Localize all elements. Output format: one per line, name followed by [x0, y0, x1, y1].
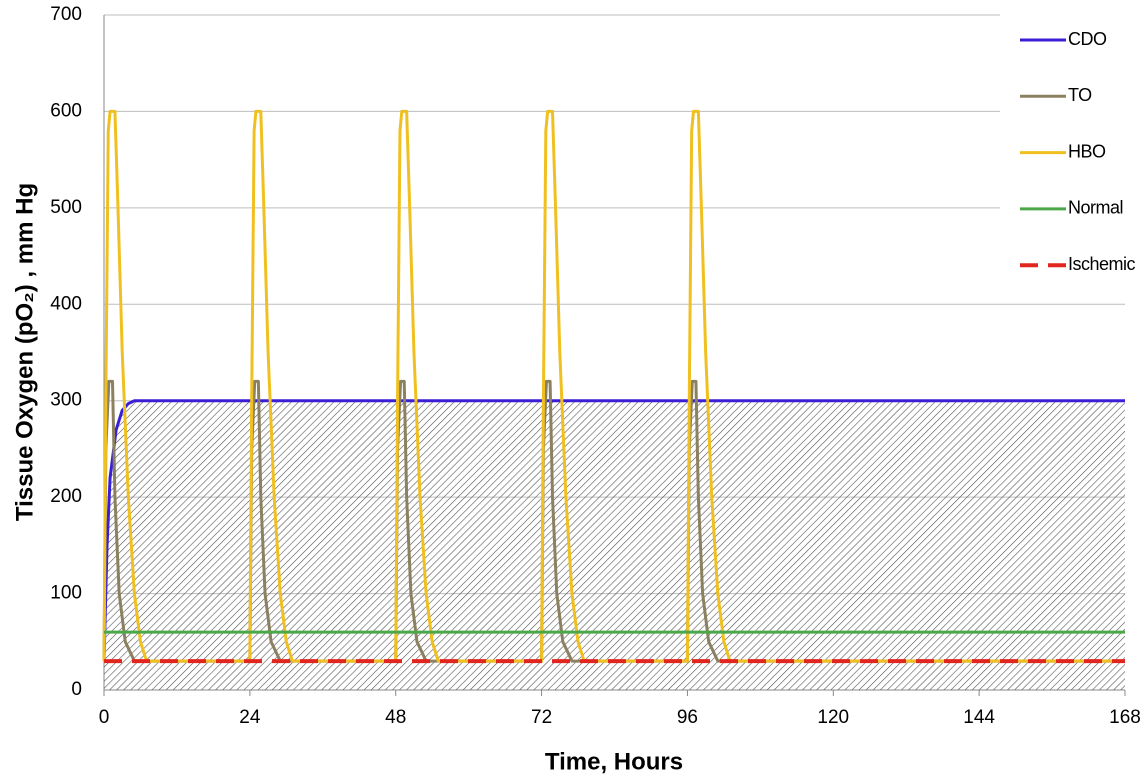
- x-axis-title: Time, Hours: [545, 748, 683, 775]
- legend-label: HBO: [1068, 141, 1106, 161]
- y-tick-label: 500: [50, 197, 82, 218]
- legend-box: [1000, 0, 1148, 290]
- series-line: [102, 399, 1125, 662]
- y-tick-label: 0: [71, 679, 82, 700]
- y-tick-label: 600: [50, 100, 82, 121]
- x-tick-label: 48: [385, 707, 406, 728]
- x-tick-label: 72: [531, 707, 552, 728]
- legend-label: CDO: [1068, 29, 1107, 49]
- x-tick-label: 24: [239, 707, 261, 728]
- y-tick-label: 200: [50, 486, 82, 507]
- x-tick-label: 168: [1109, 707, 1141, 728]
- legend-label: TO: [1068, 85, 1092, 105]
- legend-label: Ischemic: [1068, 254, 1136, 274]
- hatch-area: [104, 400, 1125, 690]
- y-axis-title: Tissue Oxygen (pO₂) , mm Hg: [11, 183, 38, 521]
- x-tick-label: 96: [677, 707, 698, 728]
- x-tick-label: 144: [963, 707, 995, 728]
- y-tick-label: 100: [50, 583, 82, 604]
- legend-label: Normal: [1068, 198, 1123, 218]
- x-tick-label: 0: [99, 707, 110, 728]
- series-line: [102, 109, 1125, 663]
- y-tick-label: 400: [50, 293, 82, 314]
- y-tick-label: 700: [50, 4, 82, 25]
- x-tick-label: 120: [817, 707, 849, 728]
- y-tick-label: 300: [50, 390, 82, 411]
